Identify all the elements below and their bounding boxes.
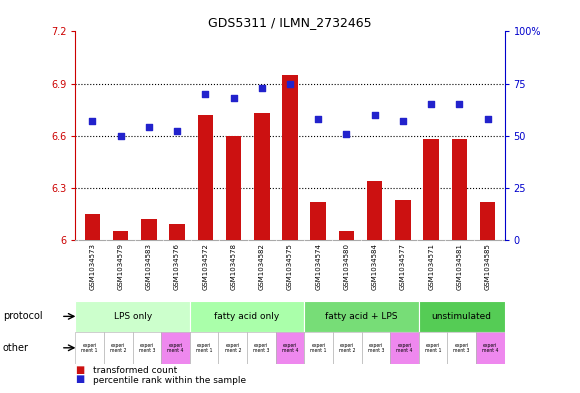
Text: experi
ment 3: experi ment 3 xyxy=(368,343,384,353)
Text: ■: ■ xyxy=(75,365,85,375)
Point xyxy=(257,84,266,91)
Bar xyxy=(282,75,298,240)
Bar xyxy=(339,231,354,240)
Text: experi
ment 4: experi ment 4 xyxy=(396,343,412,353)
Bar xyxy=(419,301,505,332)
Text: experi
ment 1: experi ment 1 xyxy=(425,343,441,353)
Text: GSM1034584: GSM1034584 xyxy=(372,243,378,290)
Text: experi
ment 1: experi ment 1 xyxy=(310,343,327,353)
Text: GSM1034572: GSM1034572 xyxy=(202,243,208,290)
Bar xyxy=(395,200,411,240)
Text: unstimulated: unstimulated xyxy=(432,312,492,321)
Text: LPS only: LPS only xyxy=(114,312,152,321)
Text: GSM1034585: GSM1034585 xyxy=(485,243,491,290)
Text: experi
ment 2: experi ment 2 xyxy=(224,343,241,353)
Point xyxy=(229,95,238,101)
Point xyxy=(144,124,154,130)
Bar xyxy=(226,136,241,240)
Text: experi
ment 2: experi ment 2 xyxy=(110,343,126,353)
Text: GSM1034576: GSM1034576 xyxy=(174,243,180,290)
Text: transformed count: transformed count xyxy=(93,366,177,375)
Bar xyxy=(447,332,476,364)
Text: experi
ment 1: experi ment 1 xyxy=(196,343,212,353)
Text: GSM1034581: GSM1034581 xyxy=(456,243,462,290)
Text: experi
ment 3: experi ment 3 xyxy=(253,343,270,353)
Point xyxy=(398,118,408,124)
Bar xyxy=(219,332,247,364)
Bar xyxy=(476,332,505,364)
Text: GSM1034583: GSM1034583 xyxy=(146,243,152,290)
Text: GSM1034577: GSM1034577 xyxy=(400,243,406,290)
Point xyxy=(370,112,379,118)
Bar xyxy=(247,332,276,364)
Bar xyxy=(390,332,419,364)
Bar xyxy=(161,332,190,364)
Text: fatty acid + LPS: fatty acid + LPS xyxy=(325,312,398,321)
Bar xyxy=(75,332,104,364)
Bar xyxy=(254,113,270,240)
Bar xyxy=(423,139,439,240)
Bar xyxy=(367,181,382,240)
Bar xyxy=(133,332,161,364)
Bar xyxy=(190,301,304,332)
Text: GSM1034571: GSM1034571 xyxy=(428,243,434,290)
Text: experi
ment 4: experi ment 4 xyxy=(482,343,498,353)
Text: fatty acid only: fatty acid only xyxy=(215,312,280,321)
Point xyxy=(201,91,210,97)
Bar xyxy=(198,115,213,240)
Point xyxy=(116,132,125,139)
Title: GDS5311 / ILMN_2732465: GDS5311 / ILMN_2732465 xyxy=(208,16,372,29)
Point xyxy=(455,101,464,107)
Text: GSM1034579: GSM1034579 xyxy=(118,243,124,290)
Text: experi
ment 1: experi ment 1 xyxy=(81,343,98,353)
Point xyxy=(285,80,295,86)
Bar xyxy=(169,224,185,240)
Bar xyxy=(361,332,390,364)
Bar xyxy=(113,231,128,240)
Point xyxy=(88,118,97,124)
Bar xyxy=(310,202,326,240)
Bar xyxy=(452,139,467,240)
Text: GSM1034578: GSM1034578 xyxy=(230,243,237,290)
Text: experi
ment 3: experi ment 3 xyxy=(139,343,155,353)
Text: GSM1034580: GSM1034580 xyxy=(343,243,350,290)
Text: GSM1034575: GSM1034575 xyxy=(287,243,293,290)
Bar xyxy=(333,332,361,364)
Text: protocol: protocol xyxy=(3,311,42,321)
Text: GSM1034573: GSM1034573 xyxy=(89,243,95,290)
Text: percentile rank within the sample: percentile rank within the sample xyxy=(93,376,246,385)
Bar xyxy=(104,332,133,364)
Bar xyxy=(480,202,495,240)
Text: experi
ment 4: experi ment 4 xyxy=(168,343,184,353)
Point xyxy=(172,128,182,134)
Text: experi
ment 3: experi ment 3 xyxy=(454,343,470,353)
Bar xyxy=(85,214,100,240)
Text: GSM1034574: GSM1034574 xyxy=(316,243,321,290)
Bar xyxy=(190,332,219,364)
Bar xyxy=(304,332,333,364)
Point xyxy=(342,130,351,137)
Text: GSM1034582: GSM1034582 xyxy=(259,243,264,290)
Bar xyxy=(141,219,157,240)
Bar xyxy=(304,301,419,332)
Text: experi
ment 2: experi ment 2 xyxy=(339,343,356,353)
Bar xyxy=(419,332,447,364)
Text: ■: ■ xyxy=(75,374,85,384)
Bar xyxy=(276,332,304,364)
Point xyxy=(314,116,323,122)
Text: other: other xyxy=(3,343,29,353)
Bar xyxy=(75,301,190,332)
Point xyxy=(483,116,492,122)
Text: experi
ment 4: experi ment 4 xyxy=(282,343,298,353)
Point xyxy=(426,101,436,107)
